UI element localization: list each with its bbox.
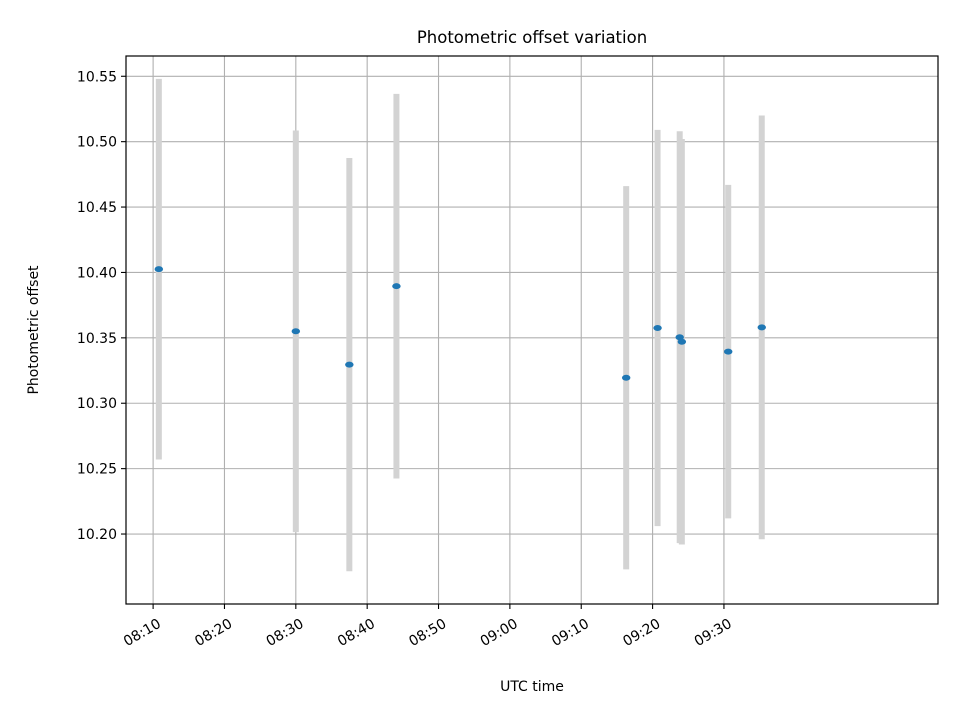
data-point <box>675 334 684 341</box>
data-point <box>724 348 733 355</box>
y-tick-label: 10.35 <box>77 331 117 347</box>
grid <box>126 56 938 604</box>
y-axis-label: Photometric offset <box>26 265 42 395</box>
y-tick-label: 10.40 <box>77 265 117 281</box>
data-point <box>621 374 631 381</box>
data-point <box>677 338 687 345</box>
plot-area-frame <box>125 55 939 605</box>
y-tick-label: 10.25 <box>77 462 117 478</box>
y-tick-label: 10.30 <box>77 396 117 412</box>
y-tick-label: 10.20 <box>77 527 117 543</box>
data-point <box>154 266 164 273</box>
x-axis-label: UTC time <box>500 679 564 695</box>
y-tick-label: 10.50 <box>77 135 117 151</box>
data-point <box>653 325 662 332</box>
data-points <box>154 266 766 381</box>
data-point <box>392 283 401 290</box>
data-point <box>291 328 301 335</box>
data-point <box>345 361 354 368</box>
y-axis-ticks: 10.20 10.25 10.30 10.35 10.40 10.45 10.50 10.55 <box>77 69 126 543</box>
data-point <box>757 324 766 331</box>
chart-title: Photometric offset variation <box>417 28 647 47</box>
y-tick-label: 10.55 <box>77 69 117 85</box>
y-tick-label: 10.45 <box>77 200 117 216</box>
